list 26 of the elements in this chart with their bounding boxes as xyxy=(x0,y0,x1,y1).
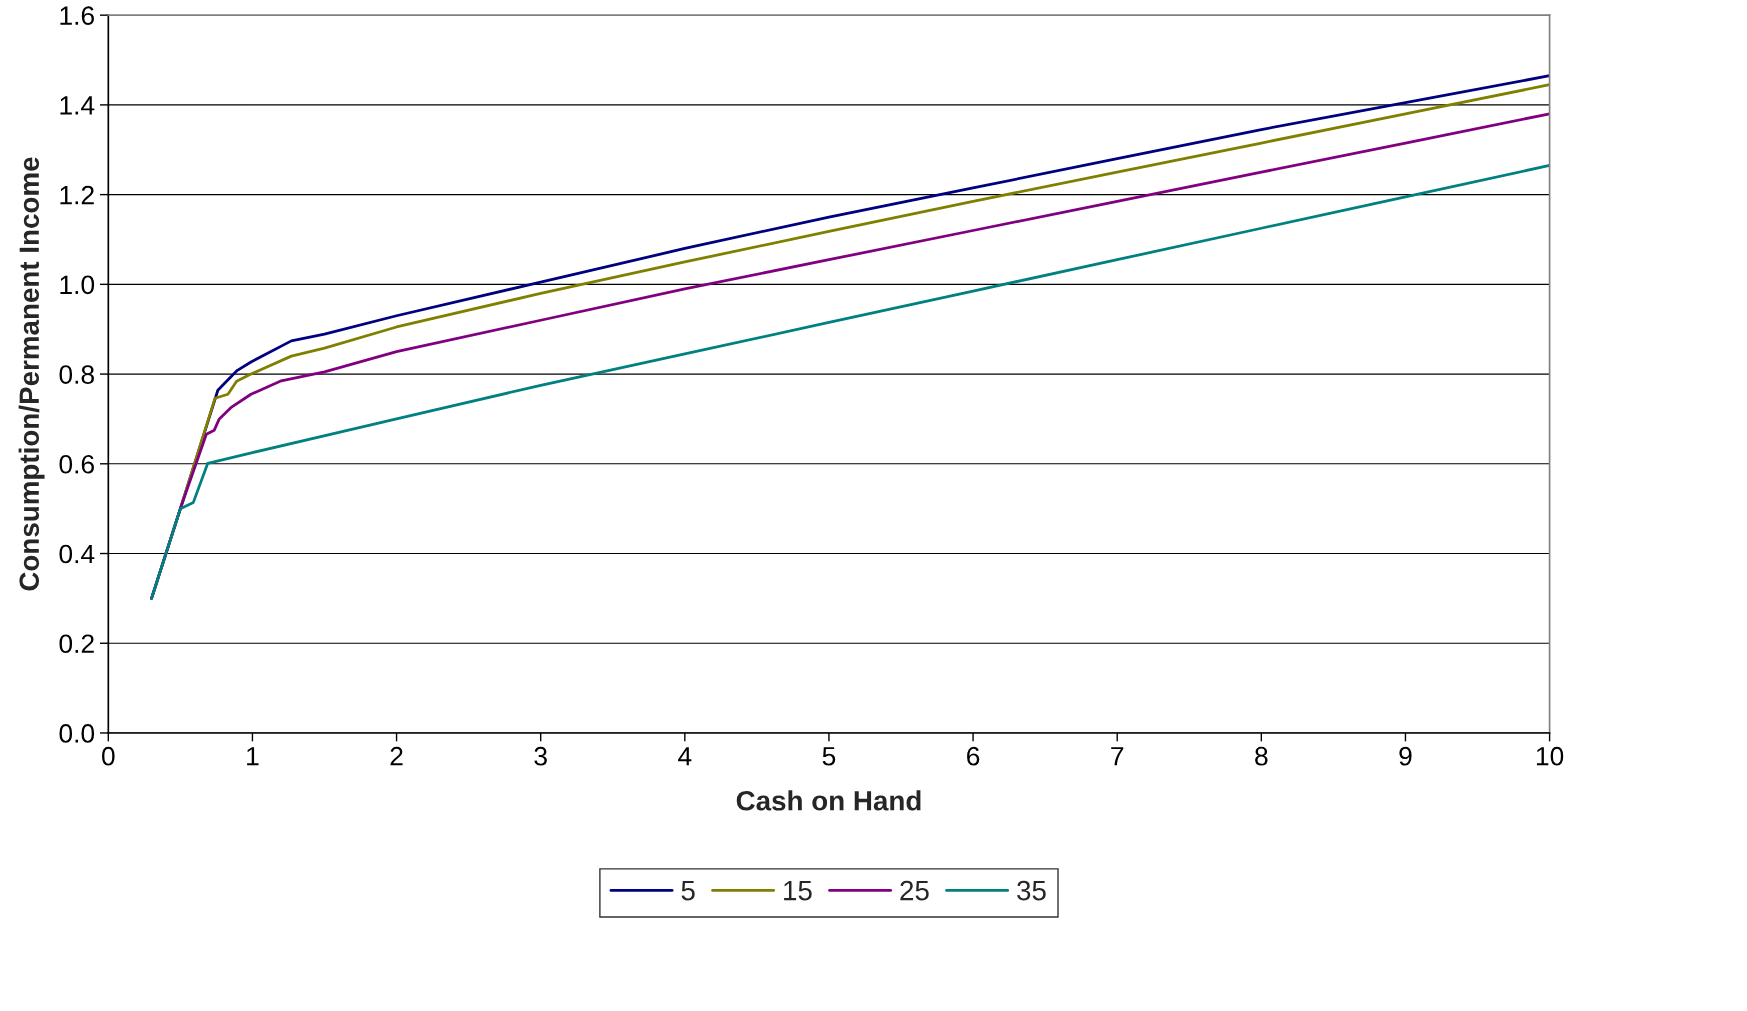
x-tick-label: 9 xyxy=(1399,746,1412,766)
x-tick-label: 8 xyxy=(1255,746,1268,766)
x-tick-label: 3 xyxy=(534,746,547,766)
x-tick-label: 5 xyxy=(822,747,836,766)
y-tick-label: 0.0 xyxy=(59,724,95,743)
legend-label: 5 xyxy=(681,881,695,901)
x-tick-label: 1 xyxy=(247,747,259,766)
y-tick-label: 0.8 xyxy=(59,365,94,384)
x-tick-label: 10 xyxy=(1536,746,1564,766)
x-tick-label: 7 xyxy=(1111,747,1124,766)
y-axis-title: Consumption/Permanent Income xyxy=(18,157,45,591)
y-tick-label: 0.4 xyxy=(59,544,95,564)
x-tick-label: 0 xyxy=(102,746,115,766)
legend-label: 35 xyxy=(1017,880,1046,901)
x-axis-title: Cash on Hand xyxy=(736,790,921,811)
y-tick-label: 0.6 xyxy=(59,454,94,474)
legend-label: 15 xyxy=(784,881,812,901)
y-tick-label: 1.2 xyxy=(60,185,94,205)
x-tick-label: 4 xyxy=(678,747,692,766)
y-tick-label: 0.2 xyxy=(59,634,94,654)
x-tick-label: 2 xyxy=(390,746,403,766)
legend-label: 25 xyxy=(900,880,929,901)
y-tick-label: 1.6 xyxy=(60,6,94,25)
x-tick-label: 6 xyxy=(967,746,980,766)
y-tick-label: 1.0 xyxy=(60,275,95,295)
y-tick-label: 1.4 xyxy=(60,96,95,115)
